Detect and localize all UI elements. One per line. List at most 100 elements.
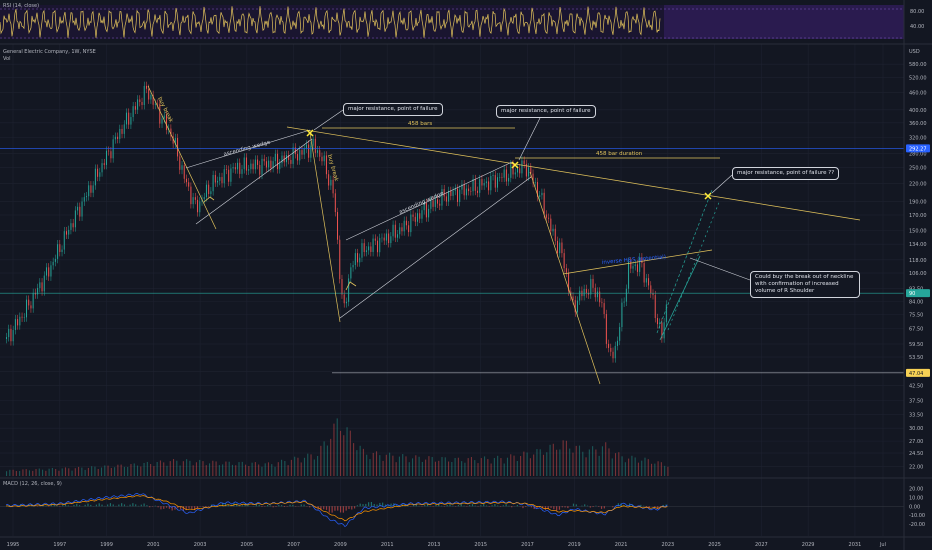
candle-body xyxy=(119,128,121,139)
candle-body xyxy=(190,186,192,205)
candle-body xyxy=(139,99,141,103)
macd-histogram-bar xyxy=(522,506,524,509)
candle-body xyxy=(74,210,76,228)
volume-bar xyxy=(261,466,263,476)
y-tick-label: 33.50 xyxy=(909,413,923,419)
macd-histogram-bar xyxy=(435,504,437,507)
volume-bar xyxy=(336,418,338,476)
volume-bar xyxy=(94,466,96,476)
volume-bar xyxy=(575,445,577,476)
candle-body xyxy=(350,267,352,279)
candle-body xyxy=(183,165,185,179)
candle-body xyxy=(61,249,63,252)
macd-histogram-bar xyxy=(657,506,659,509)
volume-bar xyxy=(153,466,155,476)
candle-body xyxy=(148,88,150,100)
callout-pointer xyxy=(313,109,344,131)
candle-body xyxy=(572,296,574,301)
candle-body xyxy=(452,190,454,196)
macd-histogram-bar xyxy=(261,506,263,507)
price-badge xyxy=(906,289,930,298)
candle-body xyxy=(310,145,312,158)
candle-body xyxy=(219,177,221,181)
volume-bar xyxy=(647,459,649,476)
candle-body xyxy=(52,261,54,266)
x-tick-label: 2001 xyxy=(147,542,160,548)
candle-body xyxy=(614,345,616,359)
macd-histogram-bar xyxy=(648,506,650,508)
candle-body xyxy=(261,158,263,175)
candle-body xyxy=(270,160,272,169)
candle-body xyxy=(312,138,314,146)
volume-bar xyxy=(582,451,584,476)
volume-bar xyxy=(650,463,653,476)
candle-body xyxy=(83,197,85,202)
candle-body xyxy=(65,231,67,235)
volume-bar xyxy=(140,466,142,476)
macd-histogram-bar xyxy=(160,506,162,510)
macd-histogram-bar xyxy=(241,505,243,507)
macd-histogram-bar xyxy=(542,506,544,509)
volume-bar xyxy=(444,457,446,476)
candle-body xyxy=(330,179,332,186)
candle-body xyxy=(410,214,412,233)
candle-body xyxy=(390,236,392,244)
candle-body xyxy=(314,138,316,153)
candle-body xyxy=(639,257,641,272)
candle-body xyxy=(339,239,341,280)
candle-body xyxy=(530,167,532,174)
candle-body xyxy=(441,189,443,206)
volume-bar xyxy=(375,451,378,476)
wedge-line xyxy=(185,129,311,169)
macd-histogram-bar xyxy=(179,506,182,510)
volume-bar xyxy=(369,459,371,476)
macd-histogram-bar xyxy=(469,505,471,507)
macd-histogram-bar xyxy=(505,504,507,507)
macd-histogram-bar xyxy=(368,502,370,507)
volume-bar xyxy=(536,449,538,476)
candle-body xyxy=(70,223,72,230)
macd-histogram-bar xyxy=(182,506,184,511)
candle-body xyxy=(516,168,518,173)
rsi-line xyxy=(0,6,661,38)
macd-tick-label: 0.00 xyxy=(909,504,920,510)
volume-bar xyxy=(202,461,204,476)
candle-body xyxy=(197,199,199,213)
macd-histogram-bar xyxy=(483,504,485,507)
volume-bar xyxy=(402,454,404,476)
macd-histogram-bar xyxy=(224,503,227,507)
rsi-tick-label: 80.00 xyxy=(910,9,924,15)
volume-bar xyxy=(81,467,83,476)
volume-bar xyxy=(307,453,309,476)
candle-body xyxy=(476,190,478,193)
macd-histogram-bar xyxy=(95,504,98,507)
macd-histogram-bar xyxy=(45,505,47,507)
volume-bar xyxy=(114,467,116,476)
macd-histogram-bar xyxy=(174,506,176,510)
macd-histogram-bar xyxy=(362,504,364,507)
x-tick-label: 1995 xyxy=(7,542,20,548)
x-tick-label: 2007 xyxy=(287,542,300,548)
macd-histogram-bar xyxy=(480,505,482,507)
volume-bar xyxy=(506,457,509,476)
projection-line-1 xyxy=(656,189,713,334)
macd-histogram-bar xyxy=(146,505,148,507)
candle-body xyxy=(592,278,594,288)
volume-bar xyxy=(434,461,437,476)
candle-body xyxy=(185,178,187,183)
macd-histogram-bar xyxy=(457,505,460,507)
y-tick-label: 280.00 xyxy=(909,152,927,158)
candle-body xyxy=(308,144,310,158)
volume-bar xyxy=(189,460,191,476)
macd-histogram-bar xyxy=(31,504,33,507)
x-tick-label: 2011 xyxy=(381,542,394,548)
macd-histogram-bar xyxy=(275,506,277,507)
volume-bar xyxy=(300,462,302,476)
volume-bar xyxy=(110,467,112,476)
volume-bar xyxy=(123,466,125,476)
y-tick-label: 150.00 xyxy=(909,228,927,234)
volume-bar xyxy=(19,471,21,476)
macd-histogram-bar xyxy=(581,505,583,507)
x-tick-label: Jul xyxy=(879,542,886,548)
inverse-hs-label: inverse H&S (potential) xyxy=(602,254,667,266)
